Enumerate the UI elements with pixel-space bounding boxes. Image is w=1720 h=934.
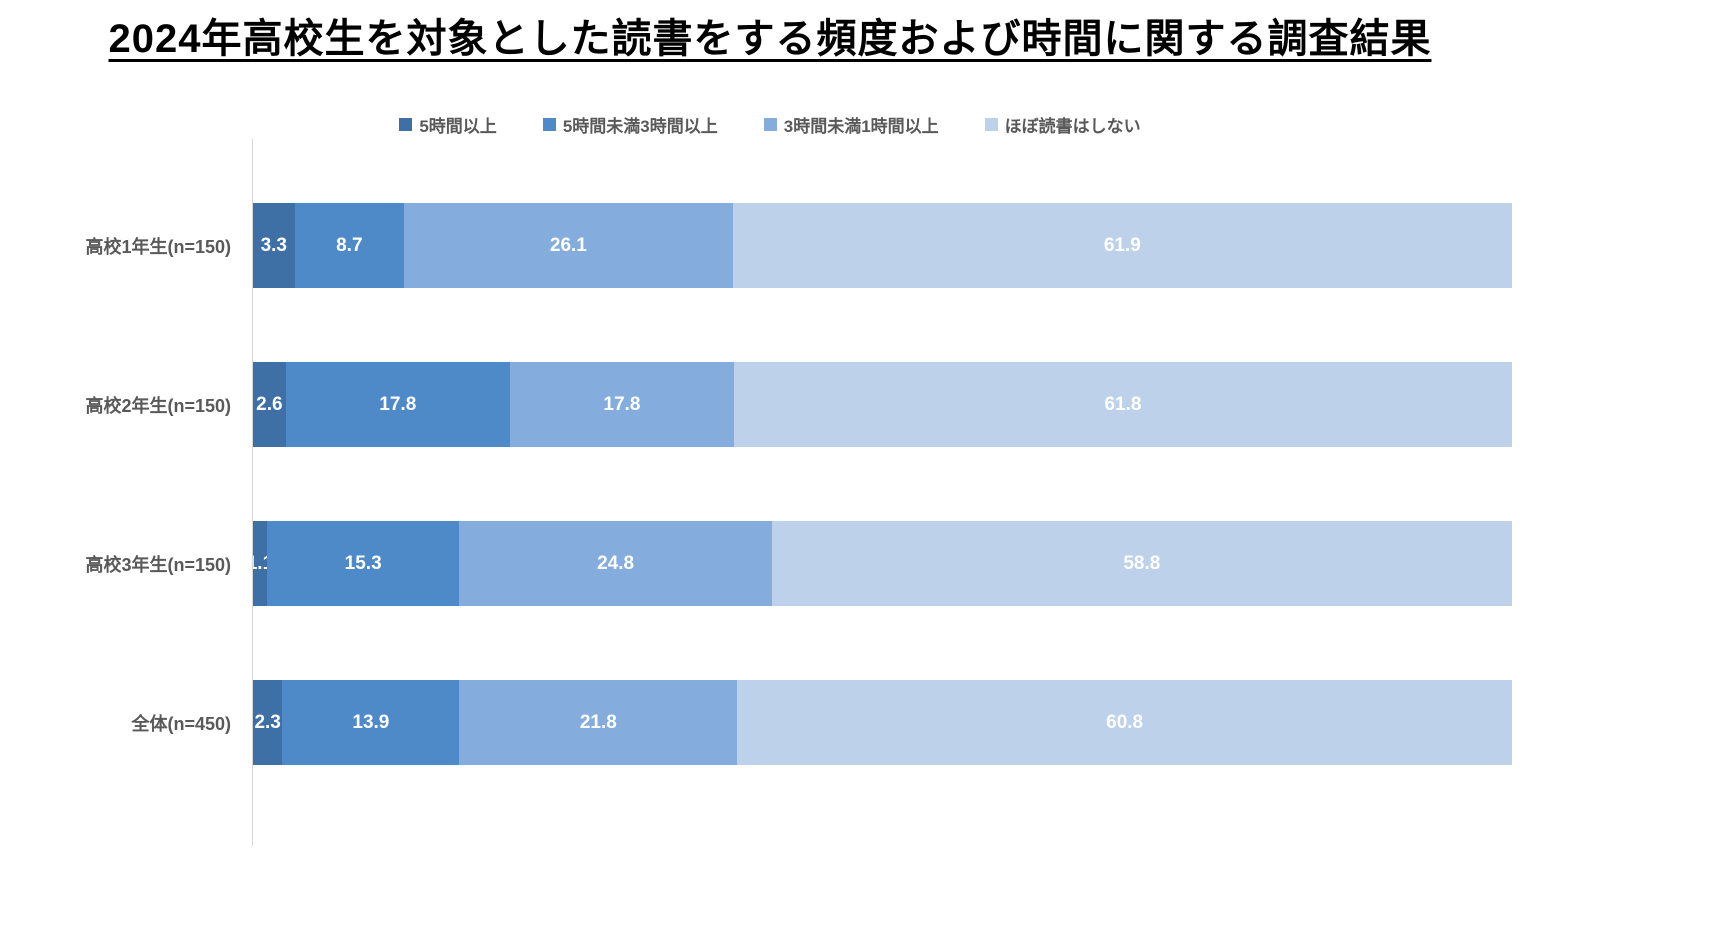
bar-segment: 1.1 xyxy=(247,521,273,606)
data-label: 1.1 xyxy=(246,552,274,574)
chart-frame: 2024年高校生を対象とした読書をする頻度および時間に関する調査結果 5時間以上… xyxy=(0,17,1540,846)
stacked-bar: 3.3 8.7 26.1 61.9 xyxy=(253,203,1512,288)
data-label: 2.6 xyxy=(256,393,283,415)
bar-segment: 17.8 xyxy=(285,362,510,447)
chart-row: 高校2年生(n=150) 2.6 17.8 17.8 61.8 xyxy=(0,325,1513,484)
y-axis-line xyxy=(252,139,253,846)
data-label: 60.8 xyxy=(1106,711,1144,733)
category-label: 全体(n=450) xyxy=(131,713,231,734)
data-label: 61.8 xyxy=(1104,393,1142,415)
legend-swatch-icon xyxy=(542,118,556,131)
bar-segment: 21.8 xyxy=(459,680,738,765)
legend-item: 5時間以上 xyxy=(399,112,497,137)
data-label: 58.8 xyxy=(1123,552,1161,574)
category-label: 高校1年生(n=150) xyxy=(85,236,231,257)
bar-segment: 3.3 xyxy=(253,203,295,288)
bar-segment: 61.9 xyxy=(732,203,1512,288)
bar-segment: 15.3 xyxy=(266,521,460,606)
data-label: 13.9 xyxy=(352,711,390,733)
legend-label: ほぼ読書はしない xyxy=(1004,117,1141,136)
legend-item: 3時間未満1時間以上 xyxy=(763,112,939,137)
bar-segment: 61.8 xyxy=(733,362,1513,447)
chart-row: 高校3年生(n=150) 1.1 15.3 24.8 58.8 xyxy=(0,484,1512,643)
data-label: 26.1 xyxy=(549,234,587,256)
data-label: 8.7 xyxy=(336,234,363,256)
data-label: 15.3 xyxy=(344,552,382,574)
data-label: 3.3 xyxy=(260,234,287,256)
bar-segment: 58.8 xyxy=(771,521,1512,606)
stacked-bar: 2.6 17.8 17.8 61.8 xyxy=(253,362,1513,447)
chart-title: 2024年高校生を対象とした読書をする頻度および時間に関する調査結果 xyxy=(108,17,1432,61)
data-label: 21.8 xyxy=(579,711,617,733)
legend-label: 3時間未満1時間以上 xyxy=(783,117,939,136)
legend-swatch-icon xyxy=(984,118,998,131)
data-label: 61.9 xyxy=(1103,234,1141,256)
data-label: 17.8 xyxy=(603,393,641,415)
stacked-bar: 1.1 15.3 24.8 58.8 xyxy=(247,521,1512,606)
chart-legend: 5時間以上 5時間未満3時間以上 3時間未満1時間以上 ほぼ読書はしない xyxy=(0,112,1540,137)
plot-area: 高校1年生(n=150) 3.3 8.7 26.1 61.9 高校2年生(n=150) 2.… xyxy=(0,139,1513,846)
bar-segment: 26.1 xyxy=(404,203,733,288)
data-label: 24.8 xyxy=(597,552,635,574)
legend-item: 5時間未満3時間以上 xyxy=(542,112,718,137)
legend-item: ほぼ読書はしない xyxy=(984,112,1141,137)
bar-segment: 2.6 xyxy=(253,362,286,447)
legend-label: 5時間以上 xyxy=(419,117,497,136)
chart-row: 全体(n=450) 2.3 13.9 21.8 60.8 xyxy=(0,643,1512,802)
data-label: 17.8 xyxy=(379,393,417,415)
bar-segment: 8.7 xyxy=(294,203,405,288)
bar-segment: 17.8 xyxy=(509,362,734,447)
legend-swatch-icon xyxy=(399,118,413,131)
bar-segment: 13.9 xyxy=(282,680,460,765)
data-label: 2.3 xyxy=(254,711,281,733)
legend-swatch-icon xyxy=(763,118,777,131)
legend-label: 5時間未満3時間以上 xyxy=(562,117,718,136)
bar-segment: 60.8 xyxy=(737,680,1512,765)
category-label: 高校2年生(n=150) xyxy=(85,395,231,416)
category-label: 高校3年生(n=150) xyxy=(85,554,231,575)
bar-segment: 24.8 xyxy=(459,521,772,606)
stacked-bar: 2.3 13.9 21.8 60.8 xyxy=(253,680,1512,765)
bar-segment: 2.3 xyxy=(253,680,283,765)
chart-row: 高校1年生(n=150) 3.3 8.7 26.1 61.9 xyxy=(0,166,1512,325)
